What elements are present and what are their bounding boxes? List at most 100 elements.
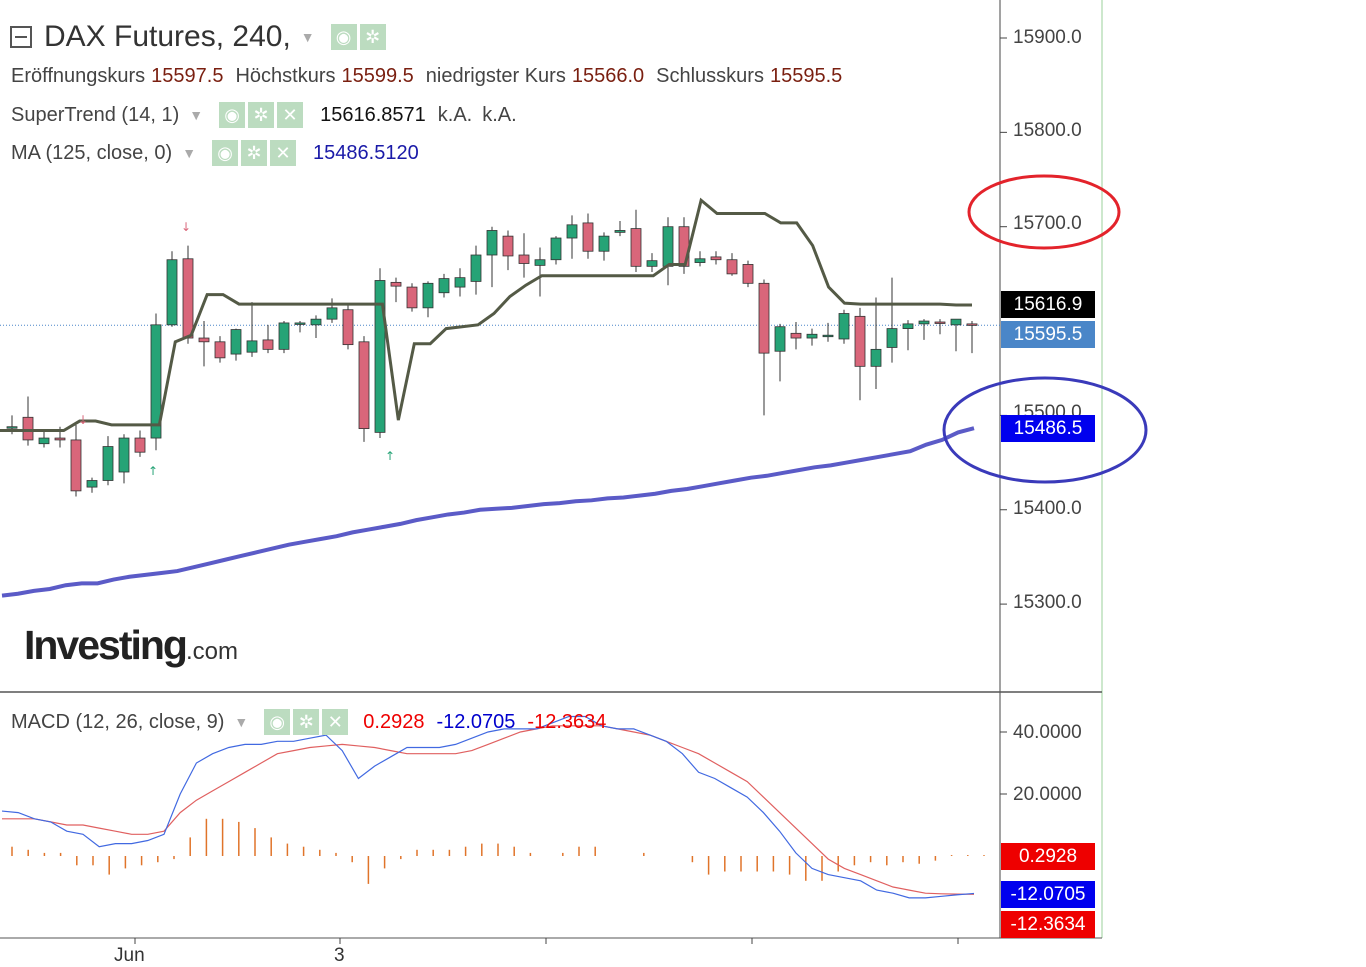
- macd-legend: MACD (12, 26, close, 9) ▼ ◉ ✲ ✕ 0.2928 -…: [11, 709, 606, 735]
- chevron-down-icon[interactable]: ▼: [300, 29, 315, 45]
- eye-icon[interactable]: ◉: [330, 24, 357, 50]
- candle-body: [38, 437, 50, 445]
- gear-icon[interactable]: ✲: [248, 102, 275, 128]
- candle-body: [950, 318, 962, 326]
- close-price-tag: 15595.5: [1001, 321, 1095, 348]
- candle-body: [518, 254, 530, 264]
- candle-body: [150, 324, 162, 439]
- candle-body: [326, 307, 338, 320]
- eye-icon[interactable]: ◉: [212, 140, 239, 166]
- candle-body: [966, 323, 978, 326]
- symbol-label: DAX Futures, 240,: [44, 20, 291, 53]
- candle-body: [182, 258, 194, 339]
- candle-body: [246, 340, 258, 353]
- supertrend-price-tag: 15616.9: [1001, 291, 1095, 318]
- candle-body: [710, 256, 722, 261]
- price-axis-label: 15900.0: [1013, 27, 1082, 48]
- candle-body: [806, 333, 818, 339]
- candle-body: [118, 437, 130, 473]
- candle-body: [630, 228, 642, 267]
- candle-body: [758, 282, 770, 354]
- candle-body: [22, 416, 34, 441]
- candle-body: [310, 318, 322, 326]
- ma-value: 15486.5120: [313, 141, 419, 164]
- sell-arrow: ↓: [181, 220, 191, 234]
- candle-body: [6, 426, 18, 429]
- candle-body: [646, 260, 658, 267]
- candle-body: [854, 315, 866, 367]
- price-axis-label: 15300.0: [1013, 592, 1082, 613]
- close-icon[interactable]: ✕: [322, 709, 349, 735]
- candle-body: [358, 341, 370, 430]
- gear-icon[interactable]: ✲: [241, 140, 268, 166]
- ma-legend: MA (125, close, 0) ▼ ◉ ✲ ✕ 15486.5120: [11, 140, 419, 166]
- candle-body: [614, 230, 626, 233]
- eye-icon[interactable]: ◉: [219, 102, 246, 128]
- ma-price-tag: 15486.5: [1001, 415, 1095, 442]
- candle-body: [790, 332, 802, 339]
- ma-label: MA (125, close, 0): [11, 141, 173, 164]
- candle-body: [566, 224, 578, 239]
- candle-body: [134, 437, 146, 453]
- candle-body: [662, 226, 674, 267]
- close-icon[interactable]: ✕: [270, 140, 297, 166]
- macd-hist-value: 0.2928: [363, 710, 425, 733]
- open-label: Eröffnungskurs: [11, 65, 146, 87]
- candle-body: [774, 326, 786, 352]
- macd-line-value: -12.0705: [436, 710, 516, 733]
- low-label: niedrigster Kurs: [425, 65, 566, 87]
- eye-icon[interactable]: ◉: [264, 709, 291, 735]
- candle-body: [934, 321, 946, 324]
- macd-line-tag: -12.0705: [1001, 881, 1095, 908]
- candle-body: [422, 282, 434, 309]
- candle-body: [726, 259, 738, 275]
- candle-body: [694, 258, 706, 263]
- candle-body: [278, 322, 290, 350]
- price-axis-label: 15400.0: [1013, 498, 1082, 519]
- open-value: 15597.5: [151, 65, 224, 87]
- annotation-circle-blue: [942, 376, 1148, 484]
- buy-arrow: ↑: [148, 464, 158, 478]
- candle-body: [262, 339, 274, 350]
- gear-icon[interactable]: ✲: [359, 24, 386, 50]
- price-axis-label: 15700.0: [1013, 213, 1082, 234]
- close-icon[interactable]: ✕: [277, 102, 304, 128]
- chevron-down-icon[interactable]: ▼: [182, 145, 197, 161]
- plot-background: [0, 0, 1100, 938]
- close-value: 15595.5: [769, 65, 843, 87]
- supertrend-legend: SuperTrend (14, 1) ▼ ◉ ✲ ✕ 15616.8571 k.…: [11, 102, 517, 128]
- chevron-down-icon[interactable]: ▼: [234, 714, 249, 730]
- close-label: Schlusskurs: [656, 65, 764, 87]
- candle-body: [86, 480, 98, 488]
- macd-signal-tag: -12.3634: [1001, 911, 1095, 938]
- candle-body: [534, 259, 546, 266]
- supertrend-label: SuperTrend (14, 1): [11, 103, 180, 126]
- chevron-down-icon[interactable]: ▼: [189, 107, 204, 123]
- candle-body: [870, 348, 882, 367]
- macd-signal-line: [2, 725, 975, 895]
- candle-body: [166, 259, 178, 326]
- candle-body: [230, 329, 242, 355]
- gear-icon[interactable]: ✲: [293, 709, 320, 735]
- macd-label: MACD (12, 26, close, 9): [11, 710, 225, 733]
- ohlc-legend: Eröffnungskurs 15597.5 Höchstkurs 15599.…: [11, 65, 854, 88]
- candle-body: [550, 237, 562, 261]
- date-label-jun: Jun: [114, 945, 145, 966]
- candle-body: [214, 341, 226, 359]
- candle-body: [406, 286, 418, 309]
- investing-logo: Investing.com: [24, 622, 238, 668]
- annotation-circle-red: [967, 174, 1121, 250]
- macd-axis-label: 40.0000: [1013, 722, 1082, 743]
- low-value: 15566.0: [571, 65, 645, 87]
- price-axis-label: 15800.0: [1013, 120, 1082, 141]
- supertrend-value-2: k.A.: [437, 103, 473, 126]
- candle-body: [470, 254, 482, 282]
- candle-body: [582, 222, 594, 252]
- macd-line: [1, 715, 975, 899]
- buy-arrow: ↑: [385, 449, 395, 463]
- candle-body: [198, 337, 210, 343]
- collapse-icon[interactable]: [10, 26, 32, 48]
- chart-title: DAX Futures, 240, ▼ ◉ ✲: [10, 20, 389, 54]
- ma-line: [1, 426, 975, 598]
